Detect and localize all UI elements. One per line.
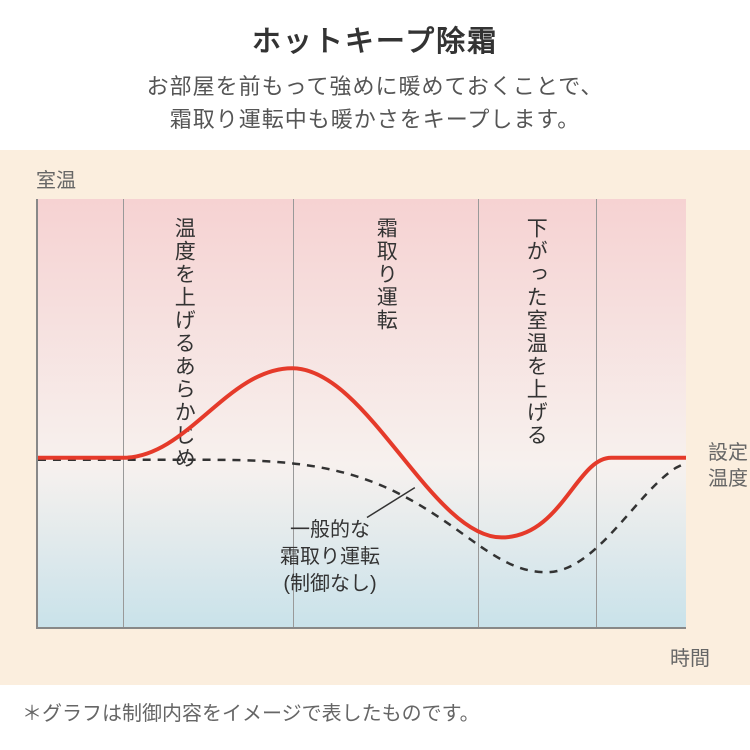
plot-area: 温度を上げるあらかじめ 霜取り運転 下がった室温を上げる 一般的な霜取り運転(制…: [36, 199, 686, 629]
page-title: ホットキープ除霜: [20, 18, 730, 60]
series-hot-keep: [38, 368, 686, 537]
page-subtitle: お部屋を前もって強めに暖めておくことで、 霜取り運転中も暖かさをキープします。: [20, 70, 730, 136]
annotation-label: 一般的な霜取り運転(制御なし): [280, 517, 380, 598]
annotation-pointer: [367, 488, 415, 518]
right-axis-line1: 設定: [708, 442, 748, 464]
y-axis-label: 室温: [36, 164, 700, 193]
right-axis-label: 設定 温度: [708, 440, 748, 492]
right-axis-line2: 温度: [708, 468, 748, 490]
chart-container: 室温 温度を上げるあらかじめ 霜取り運転 下がった室温を上げる 一般的な霜取り運…: [0, 150, 750, 685]
subtitle-line2: 霜取り運転中も暖かさをキープします。: [170, 107, 580, 132]
x-axis-label: 時間: [670, 642, 710, 671]
subtitle-line1: お部屋を前もって強めに暖めておくことで、: [147, 74, 604, 99]
disclaimer-text: ＊グラフは制御内容をイメージで表したものです。: [0, 685, 750, 726]
